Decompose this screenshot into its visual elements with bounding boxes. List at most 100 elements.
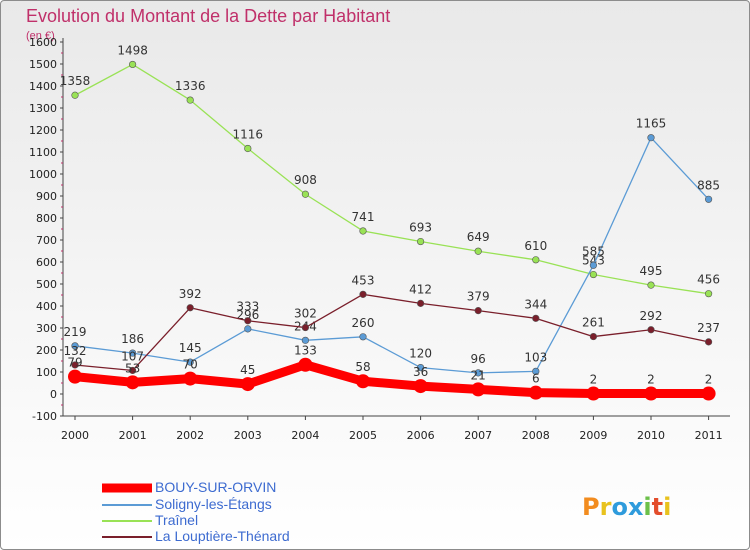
series-0-point xyxy=(298,357,313,372)
y-tick-label: 300 xyxy=(36,322,57,335)
series-1-point xyxy=(244,325,252,333)
legend: BOUY-SUR-ORVINSoligny-les-ÉtangsTraînelL… xyxy=(102,479,290,544)
series-3-data-label: 379 xyxy=(467,290,490,304)
series-2-data-label: 649 xyxy=(467,230,490,244)
y-tick-label: -100 xyxy=(32,410,57,423)
series-1-line xyxy=(74,137,710,374)
series-2-data-label: 1358 xyxy=(60,74,91,88)
series-0-data-label: 53 xyxy=(125,361,140,375)
series-2-data-label: 741 xyxy=(352,210,375,224)
series-0-point xyxy=(183,371,198,386)
series-3-data-label: 292 xyxy=(640,309,663,323)
y-tick-label: 200 xyxy=(36,344,57,357)
y-tick-label: 400 xyxy=(36,300,57,313)
series-1-point xyxy=(301,336,310,344)
series-2-data-label: 908 xyxy=(294,173,317,187)
series-2-data-label: 543 xyxy=(582,254,605,268)
x-tick-label: 2001 xyxy=(119,429,147,442)
y-tick-label: 1500 xyxy=(29,58,57,71)
legend-label: La Louptière-Thénard xyxy=(155,528,290,544)
logo-letter: o xyxy=(611,493,628,521)
series-2-point xyxy=(186,96,194,104)
series-0-point xyxy=(240,377,255,392)
series-1-point xyxy=(417,364,425,372)
series-0-point xyxy=(528,385,543,400)
y-tick-label: 100 xyxy=(36,366,57,379)
series-0-point xyxy=(586,386,601,401)
logo-letter: t xyxy=(652,493,663,521)
series-1: 219186145296244260120961035851165885 xyxy=(64,117,720,377)
series-0-point xyxy=(413,379,428,394)
series-1-data-label: 103 xyxy=(524,350,547,364)
series-3-data-label: 392 xyxy=(179,287,202,301)
series-0-data-label: 36 xyxy=(413,365,428,379)
x-tick-label: 2002 xyxy=(176,429,204,442)
logo-letter: i xyxy=(643,493,651,521)
series-1-data-label: 296 xyxy=(236,308,259,322)
series-1-data-label: 1165 xyxy=(636,117,667,131)
series-2-point xyxy=(647,281,655,289)
x-tick-label: 2000 xyxy=(61,429,89,442)
series-3-point xyxy=(359,290,367,298)
series-0-point xyxy=(471,382,486,397)
y-tick-label: 1300 xyxy=(29,102,57,115)
x-tick-label: 2007 xyxy=(464,429,492,442)
series-2-data-label: 1336 xyxy=(175,79,206,93)
series-3-data-label: 412 xyxy=(409,282,432,296)
series-1-data-label: 96 xyxy=(471,352,486,366)
series-0-data-label: 133 xyxy=(294,344,317,358)
series-0-data-label: 58 xyxy=(355,360,370,374)
series-0-data-label: 21 xyxy=(471,368,486,382)
axes: -100 0 100 200 300 400 500 600 700 800 900 1000 1100… xyxy=(29,36,730,442)
series-2-data-label: 1498 xyxy=(117,43,148,57)
series-2-point xyxy=(129,60,137,69)
series-1-point xyxy=(532,367,540,375)
series-0-data-label: 6 xyxy=(532,372,540,386)
series-2: 1358 1498 1336 1116 908 741 693 649 610 543 495 456 xyxy=(60,43,720,298)
proxiti-logo: Proxiti xyxy=(582,493,671,521)
series-3-point xyxy=(71,361,79,369)
series-0: 79 53 70 45 133 58 36 21 6 2 2 2 xyxy=(67,344,716,401)
x-tick-label: 2010 xyxy=(637,429,665,442)
y-tick-label: 900 xyxy=(36,190,57,203)
series-0-data-label: 79 xyxy=(67,356,82,370)
x-tick-label: 2006 xyxy=(407,429,435,442)
legend-label: Traînel xyxy=(155,512,198,528)
series-1-point xyxy=(704,195,713,203)
series-0-data-label: 2 xyxy=(647,373,655,387)
series-3-point xyxy=(474,307,482,315)
series-3-point xyxy=(186,304,194,312)
series-3-point xyxy=(301,323,310,332)
series-1-point xyxy=(129,349,137,357)
legend-label: Soligny-les-Étangs xyxy=(155,496,272,512)
series-group: 1358149813361116908741693649610543495456… xyxy=(60,43,720,401)
x-tick-label: 2009 xyxy=(579,429,607,442)
series-2-data-label: 1116 xyxy=(233,127,264,141)
y-tick-label: 800 xyxy=(36,212,57,225)
series-3: 132 107 392 333 302 453 412 379 344 261 292 237 xyxy=(64,273,720,375)
series-3-data-label: 302 xyxy=(294,307,317,321)
logo-letter: x xyxy=(628,493,644,521)
y-tick-label: 1000 xyxy=(29,168,57,181)
series-2-point xyxy=(589,270,598,279)
series-1-data-label: 885 xyxy=(697,178,720,192)
series-3-point xyxy=(647,326,655,334)
series-0-data-label: 45 xyxy=(240,363,255,377)
y-tick-label: 1200 xyxy=(29,124,57,137)
series-0-point xyxy=(125,375,140,390)
chart-subtitle: (en €) xyxy=(26,30,55,42)
chart-title: Evolution du Montant de la Dette par Hab… xyxy=(26,6,390,26)
series-2-point xyxy=(417,237,425,246)
x-tick-label: 2003 xyxy=(234,429,262,442)
y-tick-label: 500 xyxy=(36,278,57,291)
series-2-point xyxy=(532,256,540,264)
y-tick-label: 1600 xyxy=(29,36,57,49)
series-3-point xyxy=(704,338,713,346)
y-tick-label: 700 xyxy=(36,234,57,247)
series-2-data-label: 610 xyxy=(524,239,547,253)
logo-letter: i xyxy=(663,493,671,521)
series-0-point xyxy=(68,369,82,384)
series-1-data-label: 186 xyxy=(121,332,144,346)
